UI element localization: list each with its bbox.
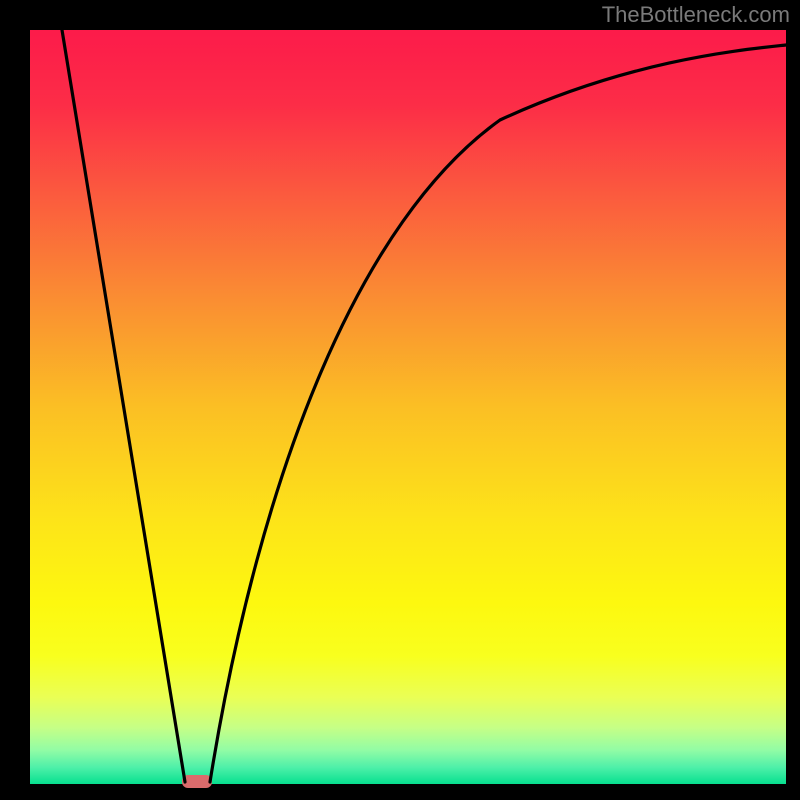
border-left xyxy=(0,0,30,800)
border-bottom xyxy=(0,784,800,800)
bottleneck-chart xyxy=(0,0,800,800)
border-right xyxy=(786,0,800,800)
chart-container: TheBottleneck.com xyxy=(0,0,800,800)
watermark-text: TheBottleneck.com xyxy=(602,2,790,28)
gradient-background xyxy=(30,30,786,784)
